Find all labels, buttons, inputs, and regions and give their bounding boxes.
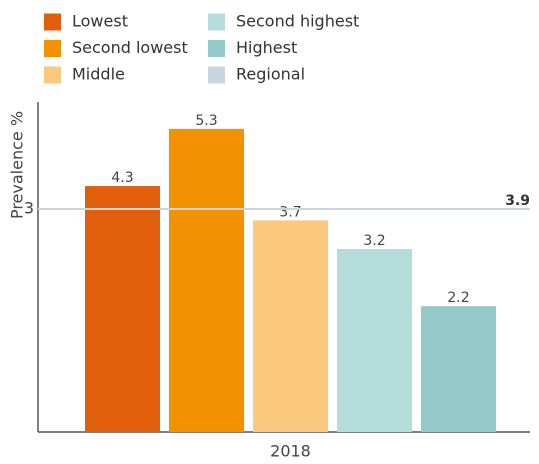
legend-label: Middle [72, 65, 125, 84]
bar [253, 220, 328, 432]
bar [169, 128, 244, 432]
x-tick-label: 2018 [270, 442, 311, 461]
legend-label: Second lowest [72, 38, 188, 57]
reference-label: 3.9 [505, 193, 530, 209]
bar [85, 186, 160, 432]
legend-label: Regional [236, 65, 305, 84]
bar [337, 248, 412, 432]
y-axis-label: Prevalence % [8, 111, 27, 219]
reference-axis-label: 3 [24, 198, 34, 217]
legend-swatch [208, 66, 225, 84]
data-label: 2.2 [447, 290, 469, 306]
legend-label: Lowest [72, 12, 128, 31]
legend-swatch [44, 13, 61, 31]
legend-swatch [44, 40, 61, 57]
legend-swatch [208, 13, 225, 31]
legend-swatch [44, 66, 61, 84]
bar [421, 306, 496, 432]
legend-swatch [208, 40, 225, 57]
legend-label: Second highest [236, 12, 359, 31]
legend-label: Highest [236, 38, 297, 57]
data-label: 3.7 [279, 204, 301, 220]
data-label: 5.3 [195, 113, 217, 129]
data-label: 4.3 [111, 170, 133, 186]
data-label: 3.2 [363, 233, 385, 249]
